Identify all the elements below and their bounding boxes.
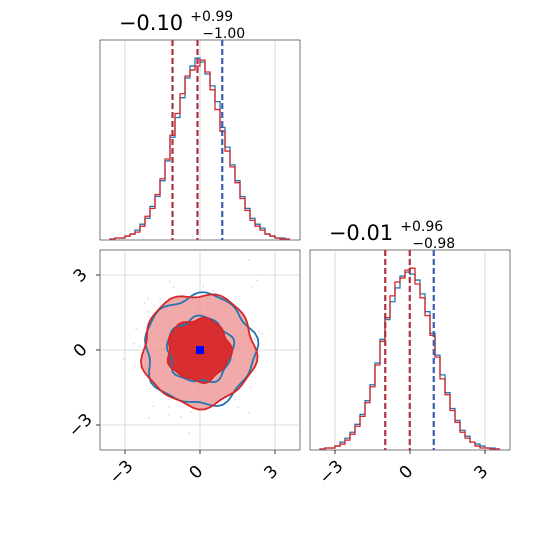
truth-marker	[196, 346, 204, 354]
scatter-point	[168, 406, 171, 408]
marginal-x-title-sup: +0.99	[190, 9, 233, 25]
joint-y-tick-label-2: −3	[65, 410, 97, 442]
scatter-point	[237, 406, 239, 409]
joint-x-ticks: −3 0 3	[106, 450, 283, 489]
marginal-y-x-ticks: −3 0 3	[316, 450, 493, 489]
marginal-x-quantiles	[171, 40, 224, 240]
marginal-y-x-tick-label-2: 3	[471, 462, 493, 484]
scatter-point	[133, 342, 135, 345]
scatter-point	[213, 289, 215, 292]
joint-x-tick-label-2: 3	[261, 462, 283, 484]
scatter-point	[248, 411, 250, 414]
marginal-y-x-tick-label-1: 0	[396, 462, 418, 484]
marginal-y-x-tick-label-0: −3	[316, 457, 348, 489]
scatter-point	[152, 405, 155, 408]
scatter-point	[147, 297, 150, 300]
scatter-point	[249, 386, 252, 388]
marginal-x-title: −0.10 +0.99 −1.00	[119, 6, 245, 42]
joint-y-tick-label-0: 3	[70, 265, 92, 287]
scatter-point	[188, 432, 191, 435]
marginal-y-quantiles	[384, 250, 435, 450]
joint-x-tick-label-1: 0	[186, 462, 208, 484]
marginal-x-title-main: −0.10	[119, 11, 183, 35]
marginal-y-title-main: −0.01	[329, 221, 393, 245]
scatter-point	[250, 285, 253, 288]
scatter-point	[167, 413, 170, 416]
scatter-point	[190, 411, 192, 413]
blue-contour-outer	[144, 291, 260, 408]
scatter-point	[256, 279, 259, 282]
marginal-y-panel: −3 0 3 −0.01 +0.96 −0.98	[309, 216, 511, 489]
scatter-point	[254, 338, 257, 341]
red-contour-outer	[139, 293, 259, 411]
scatter-point	[168, 280, 171, 283]
scatter-point	[148, 417, 150, 420]
scatter-point	[143, 302, 146, 304]
scatter-point	[122, 358, 125, 360]
scatter-point	[261, 332, 264, 335]
scatter-point	[147, 310, 150, 313]
marginal-y-title-sub: −0.98	[412, 236, 455, 252]
blue-contour-inner	[165, 314, 236, 384]
marginal-y-series-1	[319, 267, 500, 450]
scatter-point	[135, 327, 138, 330]
scatter-point	[202, 285, 205, 288]
scatter-point	[258, 330, 260, 333]
marginal-x-title-sub: −1.00	[202, 26, 245, 42]
scatter-point	[247, 258, 250, 261]
scatter-point	[168, 398, 171, 401]
joint-y-tick-label-1: 0	[70, 340, 92, 362]
scatter-point	[138, 345, 141, 348]
marginal-y-title-sup: +0.96	[400, 219, 443, 235]
joint-panel: −3 0 3 3 0 −3	[65, 249, 301, 489]
scatter-point	[180, 416, 182, 418]
scatter-point	[172, 286, 175, 289]
marginal-x-series	[109, 57, 290, 240]
joint-x-tick-label-0: −3	[106, 457, 138, 489]
marginal-x-grid	[124, 40, 276, 240]
scatter-point	[159, 298, 162, 300]
scatter-point	[234, 398, 237, 401]
marginal-x-panel: −0.10 +0.99 −1.00	[99, 6, 301, 241]
marginal-y-title: −0.01 +0.96 −0.98	[329, 216, 455, 252]
scatter-point	[153, 304, 156, 306]
red-contour-inner	[166, 316, 234, 385]
scatter-point	[133, 365, 136, 368]
joint-y-ticks: 3 0 −3	[65, 265, 100, 442]
marginal-x-series-1	[109, 59, 290, 240]
